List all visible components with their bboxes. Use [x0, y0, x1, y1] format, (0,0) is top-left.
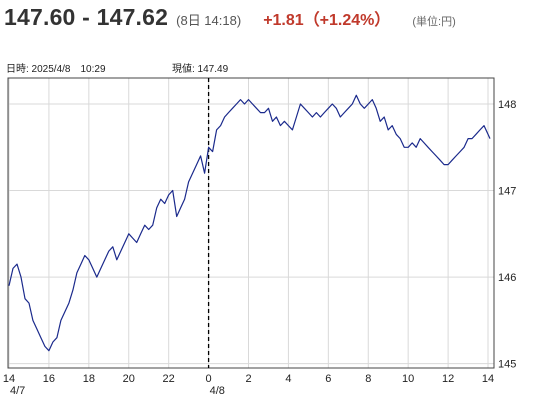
x-tick-label: 14	[3, 373, 15, 385]
y-tick-label: 145	[498, 359, 516, 371]
x-tick-label: 4	[285, 373, 291, 385]
price-range: 147.60 - 147.62	[4, 4, 169, 30]
x-tick-label: 12	[442, 373, 454, 385]
x-tick-label: 18	[83, 373, 95, 385]
x-tick-label: 8	[365, 373, 371, 385]
y-tick-labels: 145 146 147 148	[498, 99, 516, 371]
x-gridlines	[8, 78, 489, 368]
quote-timestamp: (8日 14:18)	[176, 13, 242, 28]
x-tick-label: 20	[123, 373, 135, 385]
x-tick-label: 10	[402, 373, 414, 385]
x-tick-label: 6	[325, 373, 331, 385]
x-tick-label: 14	[482, 373, 494, 385]
x-date-label: 4/7	[10, 385, 25, 397]
unit-label: (単位:円)	[412, 16, 456, 28]
price-change: +1.81（+1.24%）	[263, 12, 391, 29]
series-line	[8, 94, 491, 352]
cursor-current-value: 現値: 147.49	[172, 64, 229, 75]
x-date-label: 4/8	[210, 385, 225, 397]
cursor-datetime: 日時: 2025/4/8 10:29	[6, 64, 106, 75]
x-tick-label: 22	[163, 373, 175, 385]
x-tick-label: 2	[245, 373, 251, 385]
y-gridlines	[8, 103, 494, 365]
y-tick-label: 146	[498, 272, 516, 284]
y-tick-label: 147	[498, 186, 516, 198]
y-tick-label: 148	[498, 99, 516, 111]
x-tick-label: 0	[206, 373, 212, 385]
plot-frame	[7, 77, 495, 369]
x-tick-labels: 144/716 18 20 22 04/82 4 6 8 10 12 14	[3, 373, 494, 397]
quote-header: 147.60 - 147.62 (8日 14:18) +1.81（+1.24%）…	[4, 4, 534, 34]
x-tick-label: 16	[43, 373, 55, 385]
